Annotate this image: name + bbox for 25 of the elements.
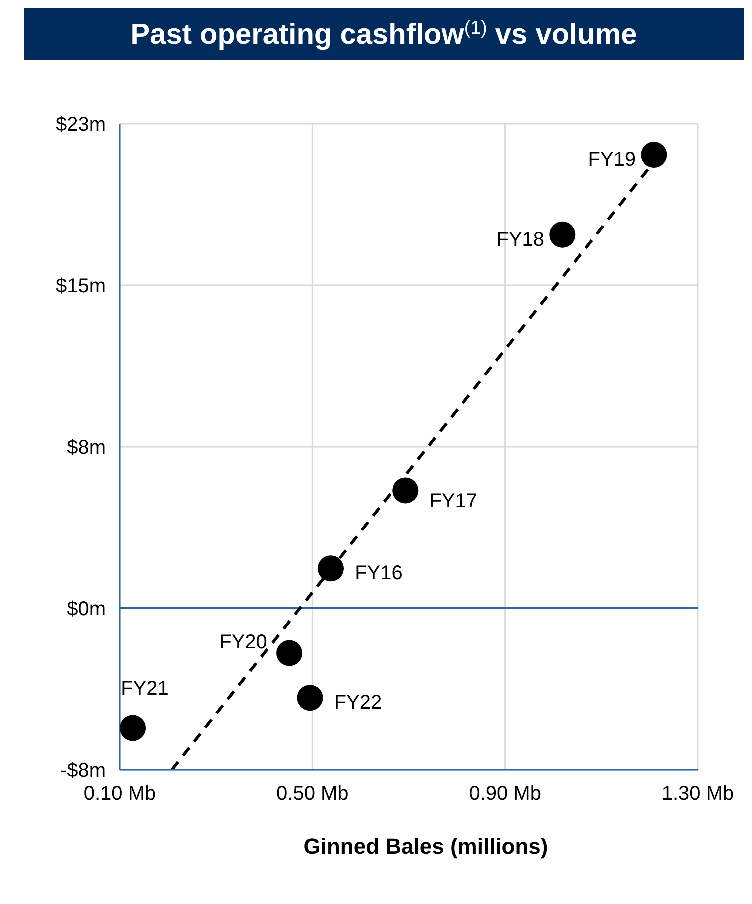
y-tick-label: $8m [67,437,106,460]
x-tick-label: 0.10 Mb [84,783,156,806]
y-tick-label: $0m [67,598,106,621]
point [392,478,419,504]
chart-title: Past operating cashflow$^{(1)}$ vs volume [130,16,638,51]
point [276,640,303,666]
y-tick-label: $23m [56,114,106,136]
annotation: FY18 [496,228,545,251]
annotation: FY22 [334,692,382,714]
annotation: FY19 [588,149,636,172]
y-tick-label: -$8m [60,760,106,782]
y-tick-label: $15m [56,276,106,298]
annotation: FY16 [355,562,403,585]
point [120,715,146,742]
point [550,222,576,248]
annotation: FY20 [220,631,268,654]
annotation: FY21 [121,678,169,700]
point [641,142,668,168]
x-tick-label: 0.90 Mb [469,783,542,806]
x-tick-label: 1.30 Mb [662,783,734,806]
x-tick-label: 0.50 Mb [276,783,349,806]
annotation: FY17 [430,490,478,513]
x-axis-title: Ginned Bales (millions) [302,834,550,860]
point [318,556,344,582]
point [297,685,324,712]
